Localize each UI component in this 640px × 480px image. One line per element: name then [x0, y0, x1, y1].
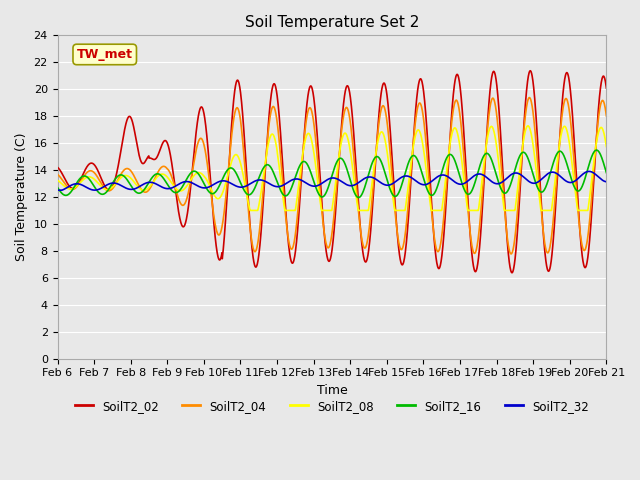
SoilT2_04 — [554, 153, 562, 158]
Line: SoilT2_04: SoilT2_04 — [58, 97, 606, 254]
SoilT2_32 — [348, 183, 355, 189]
SoilT2_02 — [554, 158, 562, 164]
SoilT2_02 — [527, 68, 534, 73]
SoilT2_02 — [508, 270, 516, 276]
Line: SoilT2_32: SoilT2_32 — [58, 171, 606, 190]
SoilT2_02 — [207, 178, 214, 184]
SoilT2_16 — [570, 182, 577, 188]
SoilT2_08 — [524, 123, 532, 129]
SoilT2_16 — [54, 184, 61, 190]
SoilT2_32 — [360, 176, 367, 182]
SoilT2_04 — [492, 102, 499, 108]
Line: SoilT2_16: SoilT2_16 — [58, 150, 606, 197]
SoilT2_08 — [246, 207, 254, 213]
SoilT2_08 — [602, 144, 610, 149]
SoilT2_32 — [54, 187, 61, 193]
SoilT2_04 — [54, 171, 61, 177]
SoilT2_02 — [602, 85, 610, 91]
Legend: SoilT2_02, SoilT2_04, SoilT2_08, SoilT2_16, SoilT2_32: SoilT2_02, SoilT2_04, SoilT2_08, SoilT2_… — [70, 395, 594, 417]
SoilT2_02 — [348, 106, 355, 112]
Line: SoilT2_02: SoilT2_02 — [58, 71, 606, 273]
SoilT2_16 — [207, 190, 214, 196]
SoilT2_16 — [355, 194, 362, 200]
SoilT2_16 — [492, 169, 499, 175]
SoilT2_16 — [593, 147, 600, 153]
SoilT2_08 — [207, 185, 214, 191]
SoilT2_04 — [525, 95, 533, 100]
SoilT2_32 — [569, 179, 577, 185]
Line: SoilT2_08: SoilT2_08 — [58, 126, 606, 210]
Y-axis label: Soil Temperature (C): Soil Temperature (C) — [15, 132, 28, 261]
SoilT2_32 — [492, 180, 499, 186]
SoilT2_16 — [602, 170, 610, 176]
SoilT2_08 — [554, 150, 562, 156]
SoilT2_08 — [348, 160, 356, 166]
SoilT2_08 — [360, 207, 368, 213]
SoilT2_04 — [570, 152, 577, 158]
SoilT2_02 — [54, 165, 61, 170]
SoilT2_04 — [360, 244, 367, 250]
SoilT2_32 — [207, 183, 214, 189]
SoilT2_08 — [54, 177, 61, 183]
SoilT2_16 — [360, 187, 368, 192]
SoilT2_16 — [554, 149, 562, 155]
Title: Soil Temperature Set 2: Soil Temperature Set 2 — [244, 15, 419, 30]
SoilT2_32 — [602, 179, 610, 185]
Text: TW_met: TW_met — [77, 48, 132, 61]
SoilT2_04 — [207, 187, 214, 193]
SoilT2_02 — [360, 254, 367, 260]
SoilT2_32 — [554, 171, 562, 177]
SoilT2_08 — [492, 136, 499, 142]
SoilT2_32 — [585, 168, 593, 174]
SoilT2_16 — [348, 182, 355, 188]
SoilT2_02 — [492, 72, 499, 78]
SoilT2_04 — [508, 251, 515, 257]
X-axis label: Time: Time — [317, 384, 348, 397]
SoilT2_04 — [348, 131, 355, 136]
SoilT2_02 — [570, 129, 577, 134]
SoilT2_08 — [570, 174, 577, 180]
SoilT2_04 — [602, 113, 610, 119]
